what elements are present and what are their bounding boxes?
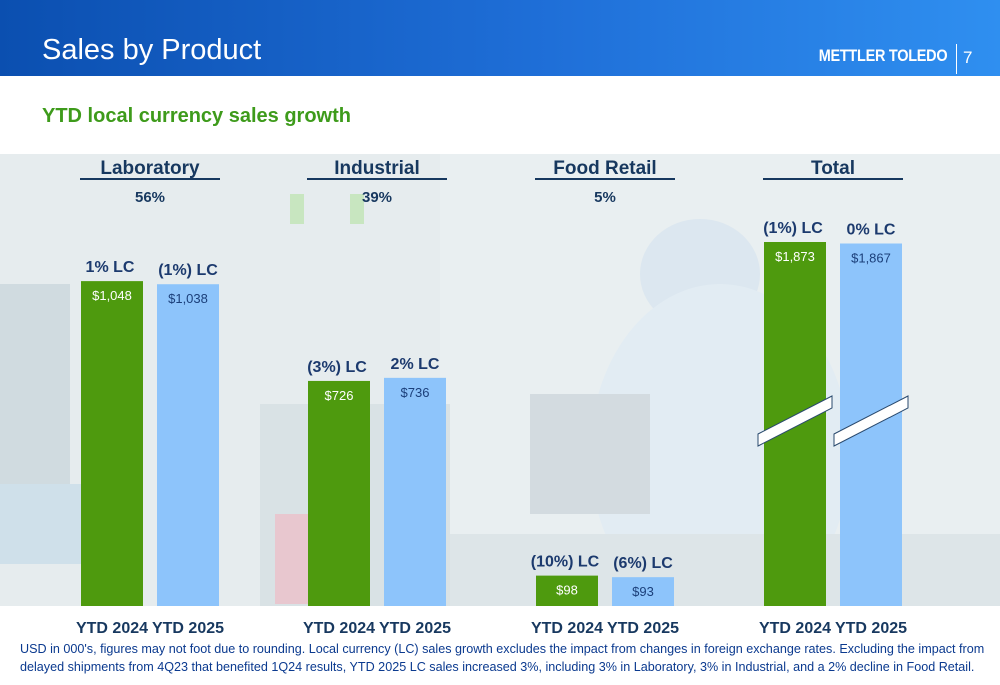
bar-industrial-2025 [384, 377, 446, 606]
category-label-laboratory: Laboratory [100, 158, 200, 179]
value-label-industrial-2024: $726 [325, 388, 354, 403]
bar-laboratory-2025 [157, 284, 219, 606]
category-share-industrial: 39% [362, 189, 392, 206]
lc-growth-food-retail-2024: (10%) LC [531, 554, 600, 571]
page-number: 7 [963, 48, 973, 67]
category-share-food-retail: 5% [594, 189, 616, 206]
value-label-food-retail-2025: $93 [632, 584, 654, 599]
lc-growth-food-retail-2025: (6%) LC [613, 555, 673, 572]
value-label-food-retail-2024: $98 [556, 583, 578, 598]
category-share-laboratory: 56% [135, 189, 165, 206]
value-label-laboratory-2025: $1,038 [168, 291, 208, 306]
chart-subtitle: YTD local currency sales growth [42, 105, 351, 127]
value-label-total-2024: $1,873 [775, 249, 815, 264]
header-banner: Sales by Product METTLER TOLEDO 7 [0, 0, 1000, 76]
lc-growth-industrial-2024: (3%) LC [307, 359, 367, 376]
value-label-laboratory-2024: $1,048 [92, 288, 132, 303]
page-title: Sales by Product [42, 34, 262, 66]
category-label-total: Total [811, 158, 855, 179]
bar-food-retail-2025 [612, 577, 674, 606]
lc-growth-total-2024: (1%) LC [763, 220, 823, 237]
lc-growth-industrial-2025: 2% LC [391, 356, 440, 373]
lc-growth-laboratory-2024: 1% LC [86, 259, 135, 276]
category-label-food-retail: Food Retail [553, 158, 656, 179]
category-label-industrial: Industrial [334, 158, 420, 179]
lc-growth-laboratory-2025: (1%) LC [158, 262, 218, 279]
x-label-total-2025: YTD 2025 [835, 620, 907, 637]
axis-break-marker-2025 [833, 395, 909, 447]
bar-industrial-2024 [308, 380, 370, 606]
axis-break-marker-2024 [757, 395, 833, 447]
company-logo: METTLER TOLEDO [818, 46, 947, 65]
x-label-laboratory-2024: YTD 2024 [76, 620, 148, 637]
logo-divider [956, 44, 957, 74]
x-label-food-retail-2025: YTD 2025 [607, 620, 679, 637]
bar-food-retail-2024 [536, 575, 598, 606]
x-label-industrial-2025: YTD 2025 [379, 620, 451, 637]
footnote: USD in 000's, figures may not foot due t… [20, 642, 985, 674]
sales-bar-chart: Laboratory 56% $1,048 1% LC YTD 2024 $1,038 (1… [76, 158, 909, 637]
value-label-industrial-2025: $736 [401, 385, 430, 400]
x-label-food-retail-2024: YTD 2024 [531, 620, 603, 637]
bar-laboratory-2024 [81, 281, 143, 606]
lc-growth-total-2025: 0% LC [847, 222, 896, 239]
x-label-laboratory-2025: YTD 2025 [152, 620, 224, 637]
background-lab-photo [0, 154, 1000, 606]
x-label-total-2024: YTD 2024 [759, 620, 831, 637]
x-label-industrial-2024: YTD 2024 [303, 620, 375, 637]
value-label-total-2025: $1,867 [851, 251, 891, 266]
